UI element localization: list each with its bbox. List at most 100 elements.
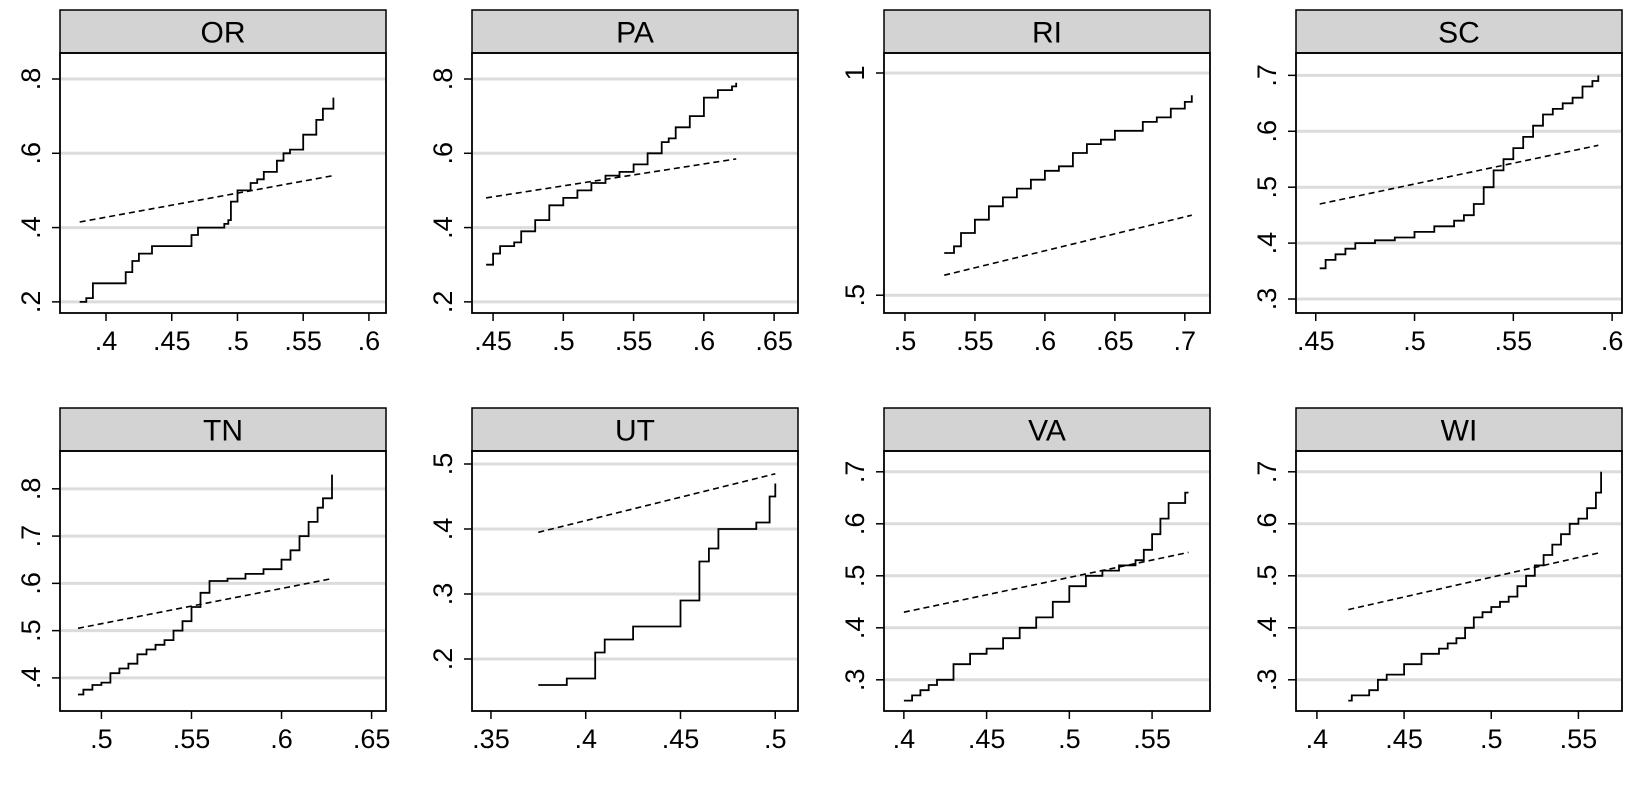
facet-strip — [59, 9, 387, 54]
y-tick-label: .4 — [1252, 617, 1282, 640]
x-tick-label: .5 — [226, 326, 249, 356]
step-line — [78, 474, 333, 696]
x-tick-label: .55 — [956, 326, 994, 356]
x-tick-label: .6 — [270, 724, 293, 754]
plot-frame — [59, 450, 387, 712]
y-tick-label: .6 — [1252, 513, 1282, 536]
y-tick-label: .4 — [840, 617, 870, 640]
y-tick-label: .4 — [16, 667, 46, 690]
y-tick-label: .6 — [840, 513, 870, 536]
y-tick-label: .3 — [1252, 669, 1282, 692]
y-tick-label: .6 — [428, 142, 458, 165]
x-tick-label: .5 — [1403, 326, 1426, 356]
y-tick-label: .7 — [840, 461, 870, 484]
facet-title: PA — [616, 17, 654, 50]
dashed-reference-line — [79, 174, 334, 223]
x-tick-label: .55 — [1495, 326, 1533, 356]
x-tick-label: .55 — [1133, 724, 1171, 754]
x-tick-label: .45 — [968, 724, 1006, 754]
dashed-reference-line — [77, 577, 333, 630]
x-tick-label: .45 — [662, 724, 700, 754]
dashed-reference-line — [538, 473, 776, 534]
plot-frame — [471, 52, 799, 314]
y-tick-label: .4 — [428, 518, 458, 541]
plot-frame — [59, 52, 387, 314]
facet-title: OR — [201, 17, 246, 50]
x-tick-label: .45 — [1297, 326, 1335, 356]
facet-va: VA .3 .4 .5 .6 .7 .4 .45 .5 .55 — [840, 407, 1211, 754]
x-tick-label: .4 — [95, 326, 118, 356]
x-tick-label: .35 — [472, 724, 510, 754]
y-tick-label: .8 — [428, 68, 458, 91]
step-line — [79, 97, 335, 303]
facet-title: WI — [1441, 415, 1478, 448]
step-line — [486, 82, 738, 266]
y-tick-label: .7 — [1252, 64, 1282, 87]
facet-pa: PA .2 .4 .6 .8 .45 .5 .55 .6 .65 — [428, 9, 799, 356]
y-tick-label: .8 — [16, 68, 46, 91]
x-tick-label: .5 — [764, 724, 787, 754]
x-tick-label: .55 — [284, 326, 322, 356]
y-tick-label: .7 — [16, 525, 46, 548]
facet-title: TN — [203, 415, 243, 448]
x-tick-label: .5 — [552, 326, 575, 356]
y-tick-label: .6 — [16, 142, 46, 165]
plot-frame — [883, 52, 1211, 314]
dashed-reference-line — [1319, 144, 1599, 205]
dashed-reference-line — [485, 158, 737, 199]
step-line — [538, 483, 777, 686]
y-tick-label: .5 — [840, 284, 870, 307]
plot-frame — [1295, 450, 1623, 712]
y-tick-label: .4 — [1252, 232, 1282, 255]
x-tick-label: .6 — [693, 326, 716, 356]
x-tick-label: .6 — [358, 326, 381, 356]
x-tick-label: .7 — [1174, 326, 1197, 356]
step-line — [1348, 471, 1602, 702]
y-tick-label: .5 — [1252, 176, 1282, 199]
x-tick-label: .5 — [894, 326, 917, 356]
dashed-reference-line — [903, 551, 1189, 613]
x-tick-label: .45 — [1385, 724, 1423, 754]
x-tick-label: .4 — [893, 724, 916, 754]
y-tick-label: .3 — [1252, 288, 1282, 311]
y-tick-label: .7 — [1252, 461, 1282, 484]
dashed-reference-line — [1348, 551, 1602, 611]
facet-title: VA — [1028, 415, 1066, 448]
plot-frame — [883, 450, 1211, 712]
facet-strip — [59, 407, 387, 452]
facet-title: UT — [615, 415, 655, 448]
dashed-reference-line — [944, 214, 1192, 276]
step-line — [1319, 75, 1600, 270]
step-line — [944, 95, 1193, 254]
x-tick-label: .65 — [755, 326, 793, 356]
x-tick-label: .5 — [1058, 724, 1081, 754]
x-tick-label: .65 — [353, 724, 391, 754]
x-tick-label: .6 — [1034, 326, 1057, 356]
x-tick-label: .65 — [1096, 326, 1134, 356]
facet-title: SC — [1438, 17, 1480, 50]
facet-strip — [1295, 407, 1623, 452]
y-tick-label: .5 — [840, 565, 870, 588]
y-tick-label: 1 — [840, 65, 870, 80]
y-tick-label: .5 — [428, 453, 458, 476]
y-tick-label: .3 — [428, 583, 458, 606]
plot-frame — [1295, 52, 1623, 314]
facet-ut: UT .2 .3 .4 .5 .35 .4 .45 .5 — [428, 407, 799, 754]
x-tick-label: .5 — [1480, 724, 1503, 754]
y-tick-label: .2 — [16, 291, 46, 314]
y-tick-label: .8 — [16, 478, 46, 501]
x-tick-label: .4 — [1306, 724, 1329, 754]
x-tick-label: .45 — [474, 326, 512, 356]
y-tick-label: .6 — [1252, 120, 1282, 143]
y-tick-label: .5 — [16, 619, 46, 642]
y-tick-label: .5 — [1252, 565, 1282, 588]
x-tick-label: .45 — [153, 326, 191, 356]
facet-wi: WI .3 .4 .5 .6 .7 .4 .45 .5 .55 — [1252, 407, 1623, 754]
facet-or: OR .2 .4 .6 .8 .4 .45 .5 .55 .6 — [16, 9, 387, 356]
y-tick-label: .4 — [16, 216, 46, 239]
x-tick-label: .6 — [1601, 326, 1624, 356]
facet-title: RI — [1032, 17, 1062, 50]
y-tick-label: .4 — [428, 216, 458, 239]
facet-strip — [883, 407, 1211, 452]
